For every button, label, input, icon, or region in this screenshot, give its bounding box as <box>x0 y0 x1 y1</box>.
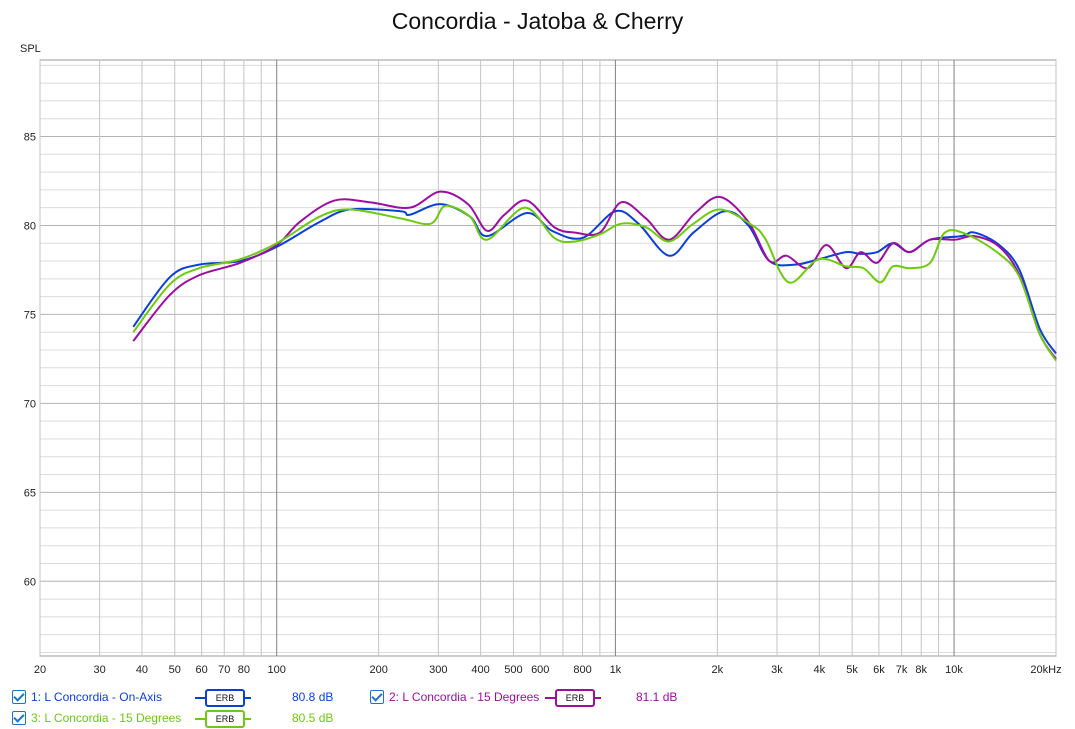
legend-label: 1: L Concordia - On-Axis <box>31 690 162 704</box>
legend-value: 81.1 dB <box>636 690 678 704</box>
y-tick-label: 75 <box>24 309 36 321</box>
x-tick-label: 6k <box>873 664 885 676</box>
x-tick-label: 80 <box>238 664 250 676</box>
legend-label: 3: L Concordia - 15 Degrees <box>31 711 182 725</box>
x-tick-label: 600 <box>531 664 549 676</box>
y-tick-label: 60 <box>24 576 36 588</box>
x-tick-label: 60 <box>195 664 207 676</box>
x-tick-label: 3k <box>771 664 783 676</box>
x-tick-label: 10k <box>945 664 963 676</box>
series-line-2 <box>132 190 1057 360</box>
x-tick-label: 500 <box>504 664 522 676</box>
checkbox-icon[interactable] <box>370 690 384 704</box>
x-tick-label: 100 <box>268 664 286 676</box>
smoothing-badge[interactable]: ERB <box>205 689 245 707</box>
y-tick-label: 80 <box>24 220 36 232</box>
legend-label: 2: L Concordia - 15 Degrees <box>389 690 540 704</box>
plot-area <box>39 59 1057 657</box>
x-tick-label: 200 <box>369 664 387 676</box>
x-tick-label: 50 <box>169 664 181 676</box>
x-tick-label: 8k <box>915 664 927 676</box>
y-tick-label: 85 <box>24 132 36 144</box>
legend-value: 80.5 dB <box>292 711 334 725</box>
y-tick-label: 65 <box>24 487 36 499</box>
legend-item[interactable]: 2: L Concordia - 15 Degrees <box>370 690 539 704</box>
smoothing-badge[interactable]: ERB <box>555 689 595 707</box>
y-tick-label: 70 <box>24 398 36 410</box>
x-tick-label: 70 <box>218 664 230 676</box>
y-axis-label: SPL <box>20 43 41 55</box>
series-line-3 <box>132 204 1057 362</box>
legend-item[interactable]: 3: L Concordia - 15 Degrees <box>12 711 181 725</box>
legend-item[interactable]: 1: L Concordia - On-Axis <box>12 690 162 704</box>
x-tick-label: 5k <box>846 664 858 676</box>
x-tick-label: 4k <box>813 664 825 676</box>
x-tick-label: 30 <box>94 664 106 676</box>
checkbox-icon[interactable] <box>12 690 26 704</box>
x-tick-label: 20 <box>34 664 46 676</box>
x-tick-label: 7k <box>896 664 908 676</box>
x-tick-label: 1k <box>610 664 622 676</box>
checkbox-icon[interactable] <box>12 711 26 725</box>
x-tick-label: 300 <box>429 664 447 676</box>
x-tick-label: 20kHz <box>1030 664 1061 676</box>
x-tick-label: 40 <box>136 664 148 676</box>
chart-title: Concordia - Jatoba & Cherry <box>391 8 684 34</box>
x-tick-label: 400 <box>471 664 489 676</box>
smoothing-badge[interactable]: ERB <box>205 710 245 728</box>
legend-value: 80.8 dB <box>292 690 334 704</box>
x-tick-label: 800 <box>573 664 591 676</box>
x-tick-label: 2k <box>712 664 724 676</box>
